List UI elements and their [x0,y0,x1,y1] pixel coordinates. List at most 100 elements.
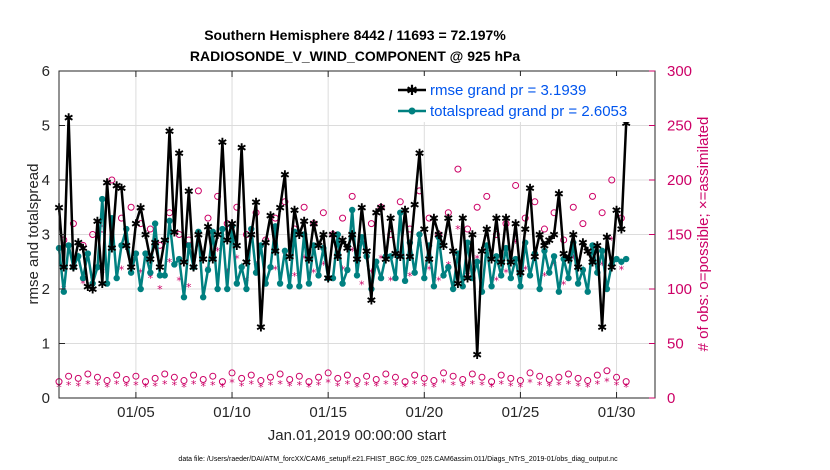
rmse-point: ✱ [616,223,626,237]
rmse-point: ✱ [525,182,535,196]
spread-point [161,272,168,279]
y-tick-label-left: 4 [42,172,50,189]
obs-assimilated-point: * [489,381,495,394]
spread-point [560,255,567,263]
spread-point [199,293,207,301]
spread-point [286,283,293,290]
obs-possible-point [348,192,356,200]
spread-point [132,250,140,257]
rmse-point: ✱ [429,212,439,226]
obs-assimilated-point: * [234,252,240,265]
spread-point [430,283,438,290]
spread-point [401,277,409,285]
rmse-point: ✱ [131,217,141,231]
y-tick-label-right: 50 [667,336,684,353]
rmse-point: ✱ [438,239,448,253]
obs-possible-point [468,370,476,378]
obs-possible-point [401,378,409,386]
y-tick-label-left: 3 [42,227,50,244]
rmse-point: ✱ [386,212,396,226]
rmse-point: ✱ [294,228,304,242]
obs-assimilated-point: * [229,377,235,390]
obs-possible-point [353,377,361,385]
obs-possible-point [613,373,621,381]
obs-assimilated-point: * [498,378,504,391]
spread-point [497,272,505,279]
obs-assimilated-point: * [220,381,226,394]
y-tick-label-right: 250 [667,118,692,135]
y-tick-label-right: 0 [667,390,675,407]
rmse-point: ✱ [376,201,386,215]
spread-point [579,266,587,274]
spread-point [445,264,452,271]
x-tick-label: 01/05 [117,404,155,421]
obs-possible-point [74,374,82,382]
obs-assimilated-point: * [85,378,91,391]
spread-point [440,272,447,279]
obs-assimilated-point: * [373,380,379,393]
obs-assimilated-point: * [470,378,476,391]
legend-spread-marker [408,107,416,115]
rmse-point: ✱ [434,228,444,242]
rmse-point: ✱ [174,146,184,160]
spread-point [517,283,524,290]
obs-possible-point [218,378,226,386]
obs-possible-point [319,209,327,217]
spread-point [166,217,173,225]
rmse-point: ✱ [477,244,487,258]
series-layer: * * *************************** ***********… [54,111,631,394]
obs-possible-point [65,372,73,380]
spread-point [113,274,120,282]
spread-point [142,250,149,257]
obs-assimilated-point: * [537,379,543,392]
obs-assimilated-point: * [124,380,130,393]
obs-assimilated-point: * [176,274,182,287]
spread-point [180,293,188,301]
obs-possible-point [190,371,198,379]
obs-assimilated-point: * [585,381,591,394]
rmse-point: ✱ [309,217,319,231]
obs-possible-point [93,373,101,381]
spread-point [127,269,135,276]
legend-rmse-marker: ✱ [406,83,418,99]
rmse-point: ✱ [535,228,545,242]
x-tick-label: 01/30 [598,404,636,421]
rmse-point: ✱ [443,212,453,226]
obs-assimilated-point: * [95,379,101,392]
obs-possible-point [199,375,207,383]
rmse-point: ✱ [491,212,501,226]
obs-possible-point [454,165,462,173]
spread-point [60,288,68,295]
x-tick-label: 01/25 [502,404,540,421]
rmse-point: ✱ [116,182,126,196]
obs-assimilated-point: * [556,379,562,392]
rmse-point: ✱ [347,228,357,242]
obs-assimilated-point: * [277,378,283,391]
obs-assimilated-point: * [306,381,312,394]
obs-assimilated-point: * [152,380,158,393]
rmse-point: ✱ [554,187,564,201]
rmse-point: ✱ [352,253,362,267]
spread-point [185,242,192,249]
rmse-point: ✱ [299,214,309,228]
obs-possible-point [430,377,438,385]
spread-point [546,269,553,276]
obs-possible-point [396,198,404,206]
rmse-point: ✱ [597,321,607,335]
obs-assimilated-point: * [450,379,456,392]
spread-point [473,258,481,265]
rmse-point: ✱ [621,116,631,130]
obs-assimilated-point: * [143,381,149,394]
rmse-line [57,117,628,355]
obs-assimilated-point: * [191,378,197,391]
obs-possible-point [569,203,577,211]
rmse-point: ✱ [241,255,251,269]
rmse-point: ✱ [592,239,602,253]
legend-spread-label: totalspread grand pr = 2.6053 [430,103,627,120]
obs-assimilated-point: * [162,378,168,391]
rmse-point: ✱ [414,146,424,160]
spread-point [281,247,289,255]
obs-possible-point [425,214,433,222]
spread-point [195,228,202,235]
rmse-point: ✱ [559,247,569,261]
